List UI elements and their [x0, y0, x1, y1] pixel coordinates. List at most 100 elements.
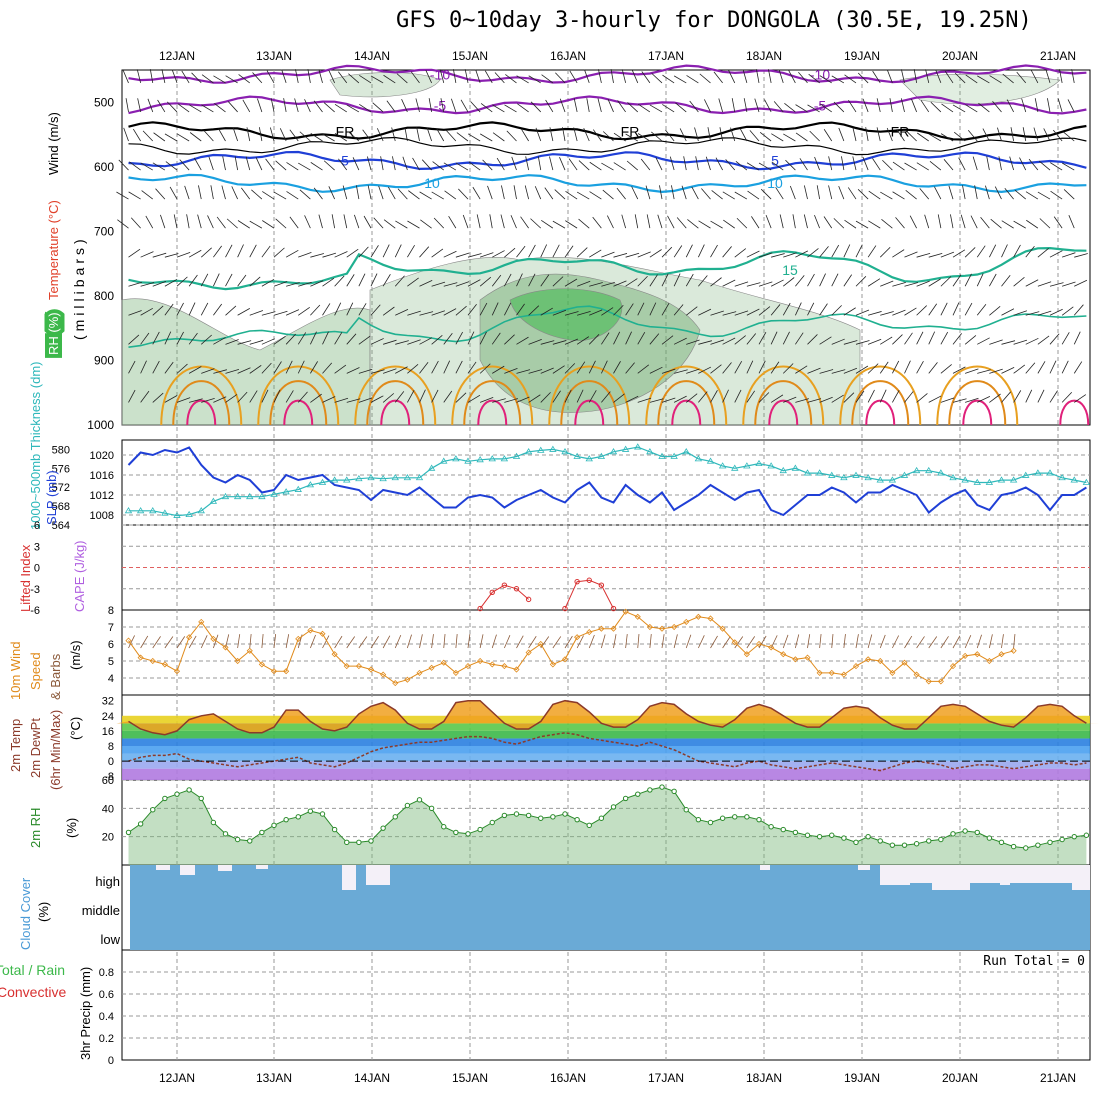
upper-wind-barb: [1037, 247, 1049, 258]
temp-label-4: (°C): [68, 717, 83, 740]
upper-wind-barb: [188, 302, 196, 316]
upper-wind-barb: [443, 282, 458, 287]
upper-wind-barb: [407, 277, 419, 287]
upper-wind-barb: [934, 186, 942, 200]
upper-wind-barb: [771, 161, 784, 171]
upper-wind-barb: [213, 337, 226, 345]
upper-wind-barb: [831, 244, 840, 258]
upper-wind-barb: [323, 102, 335, 113]
upper-wind-barb: [528, 394, 541, 403]
upper-wind-barb: [528, 244, 536, 258]
temp-band: [122, 738, 1090, 746]
upper-wind-barb: [928, 133, 942, 142]
slp-tick: 1012: [90, 490, 114, 502]
upper-wind-barb: [831, 305, 842, 316]
warm-contour: [451, 365, 534, 426]
upper-wind-barb: [358, 273, 366, 287]
upper-wind-barb: [852, 127, 857, 142]
upper-wind-barb: [395, 340, 409, 345]
li-point: [598, 582, 605, 588]
rh-point: [392, 814, 398, 820]
surface-wind-barb: [613, 634, 617, 649]
li-tick: -3: [30, 584, 40, 596]
upper-wind-barb: [227, 101, 238, 113]
upper-wind-barb: [1014, 189, 1027, 200]
rh-point: [889, 842, 896, 848]
rh-point: [186, 787, 192, 793]
isotherm-5: [128, 150, 1087, 171]
li-point: [562, 605, 568, 612]
upper-wind-barb: [795, 275, 805, 287]
upper-wind-barb: [310, 162, 323, 171]
wind-point: [246, 647, 253, 654]
upper-wind-barb: [855, 390, 865, 403]
upper-wind-barb: [157, 99, 166, 113]
upper-wind-barb: [433, 217, 445, 229]
isotherm-label: FR: [621, 123, 640, 139]
upper-wind-barb: [819, 336, 832, 345]
upper-wind-barb: [746, 282, 761, 287]
upper-wind-barb: [728, 70, 736, 84]
upper-wind-barb: [758, 331, 767, 345]
upper-wind-barb: [137, 98, 142, 113]
upper-wind-barb: [788, 70, 796, 84]
upper-wind-barb: [1025, 279, 1039, 287]
upper-wind-barb: [1038, 160, 1051, 171]
wind-ylabel-2: Speed: [28, 652, 43, 690]
upper-wind-barb: [940, 364, 952, 374]
warm-contour: [463, 380, 522, 426]
upper-wind-barb: [492, 365, 505, 374]
upper-wind-barb: [1037, 335, 1050, 345]
upper-wind-barb: [1047, 98, 1051, 113]
rh-point: [489, 819, 495, 826]
slp-line: [127, 446, 1087, 517]
upper-wind-barb: [576, 389, 584, 403]
date-tick-bottom: 16JAN: [550, 1071, 586, 1085]
upper-wind-barb: [602, 131, 614, 142]
upper-wind-barb: [562, 127, 566, 142]
slp-tick: 1008: [90, 510, 114, 522]
upper-wind-barb: [1016, 71, 1027, 84]
precip-tick: 0: [108, 1055, 114, 1067]
upper-wind-barb: [900, 98, 905, 113]
upper-wind-barb: [1074, 253, 1088, 258]
upper-wind-barb: [334, 103, 347, 113]
upper-wind-barb: [505, 74, 517, 84]
upper-wind-barb: [1053, 129, 1063, 142]
upper-wind-barb: [892, 249, 905, 258]
upper-wind-barb: [1073, 304, 1084, 316]
temp-band: [122, 768, 1090, 780]
date-tick-bottom: 12JAN: [159, 1071, 195, 1085]
upper-wind-barb: [455, 281, 470, 287]
upper-wind-barb: [598, 69, 602, 83]
rh-point: [1059, 836, 1065, 843]
ua-ytick: 700: [94, 224, 114, 238]
upper-wind-barb: [201, 368, 215, 374]
upper-wind-barb: [807, 302, 815, 316]
surface-wind-barb: [770, 635, 778, 649]
upper-wind-barb: [703, 99, 711, 113]
wind-point: [440, 659, 447, 666]
upper-wind-barb: [952, 302, 960, 316]
rh-point: [428, 805, 435, 812]
upper-wind-barb: [940, 276, 952, 287]
upper-wind-barb: [565, 220, 578, 229]
upper-wind-barb: [1001, 391, 1011, 403]
upper-wind-barb: [313, 187, 323, 200]
ua-ytick: 800: [94, 289, 114, 303]
upper-wind-barb: [128, 360, 136, 374]
upper-wind-barb: [807, 367, 821, 374]
upper-wind-barb: [980, 216, 990, 229]
upper-wind-barb: [691, 186, 699, 200]
rh-point: [586, 822, 592, 829]
upper-wind-barb: [843, 340, 858, 345]
cloud-gap: [156, 865, 170, 870]
surface-wind-barb: [285, 634, 290, 649]
rh-point: [501, 812, 508, 819]
upper-wind-barb: [916, 252, 931, 258]
wind-tick: 4: [108, 673, 114, 685]
upper-wind-barb: [589, 309, 603, 316]
li-tick: -6: [30, 605, 40, 617]
upper-wind-barb: [372, 102, 384, 113]
upper-wind-barb: [297, 391, 308, 403]
